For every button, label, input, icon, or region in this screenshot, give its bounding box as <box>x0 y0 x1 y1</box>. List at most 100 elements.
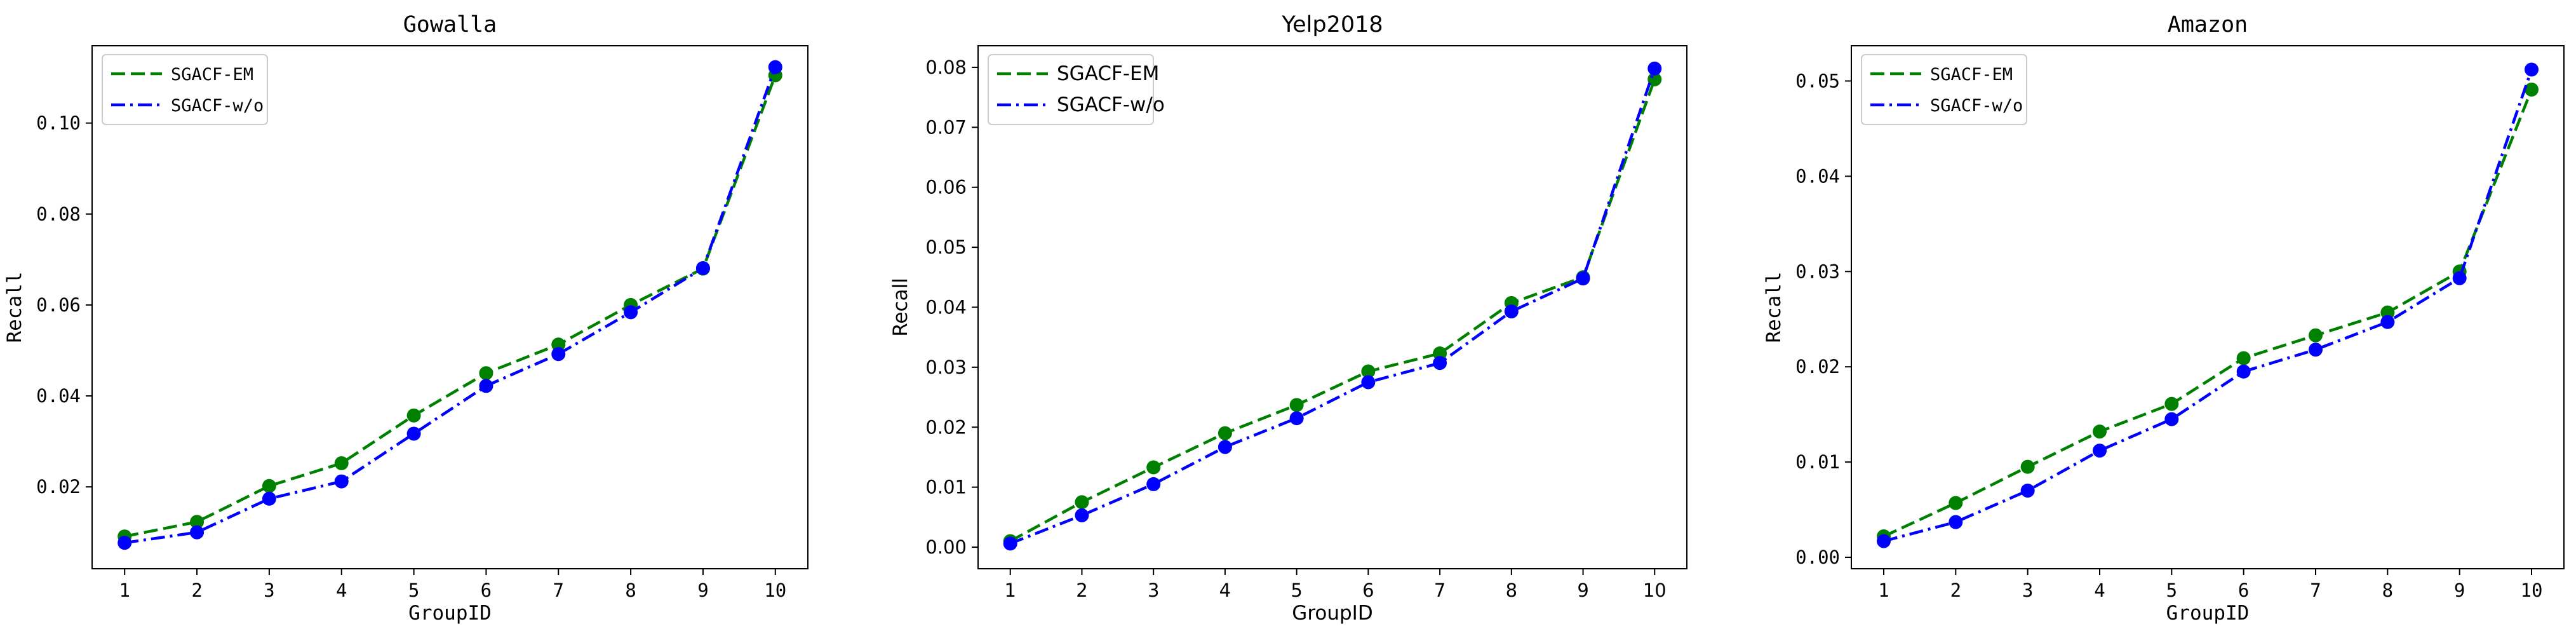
data-point <box>1146 477 1161 491</box>
x-tick-label: 4 <box>1219 580 1231 601</box>
y-tick-label: 0.02 <box>36 476 81 498</box>
legend-box <box>102 54 268 125</box>
data-point <box>768 60 782 74</box>
y-tick-label: 0.00 <box>1795 546 1840 568</box>
data-point <box>2093 444 2107 458</box>
legend-label: SGACF-EM <box>171 65 253 85</box>
data-point <box>190 515 205 529</box>
series-line <box>124 66 777 545</box>
x-tick-label: 2 <box>1076 580 1087 601</box>
y-axis-label: Recall <box>1762 272 1785 343</box>
x-tick-label: 4 <box>336 580 347 601</box>
series-sgacf-w-o <box>117 60 782 550</box>
series-sgacf-em <box>1877 82 2539 544</box>
data-point <box>1647 61 1662 76</box>
plot-frame <box>91 45 808 569</box>
data-point <box>406 426 421 441</box>
y-tick-label: 0.04 <box>1795 165 1840 187</box>
series-sgacf-em <box>117 68 782 544</box>
data-point <box>624 305 638 320</box>
chart-panel-3: Amazon 1 2 3 4 5 6 7 8 9 10 0.00 0.01 0.02 0.03 0.04 0.0… <box>1762 12 2565 625</box>
y-tick-label: 0.05 <box>925 236 967 258</box>
series-line <box>1009 68 1656 545</box>
x-axis-label: GroupID <box>408 602 492 625</box>
series-line <box>124 74 777 538</box>
series-line <box>1883 89 2533 538</box>
y-axis-label: Recall <box>3 272 26 343</box>
data-point <box>2525 62 2539 77</box>
y-tick-label: 0.01 <box>925 477 967 498</box>
y-tick-label: 0.00 <box>925 536 967 558</box>
x-tick-label: 6 <box>1362 580 1374 601</box>
data-point <box>1576 271 1590 286</box>
y-tick-label: 0.06 <box>36 294 81 316</box>
x-tick-label: 1 <box>1878 580 1889 601</box>
x-tick-label: 2 <box>1950 580 1961 601</box>
data-point <box>695 261 710 275</box>
data-point <box>2020 484 2035 498</box>
data-point <box>551 337 566 352</box>
data-point <box>1218 426 1232 440</box>
data-point <box>1433 356 1447 370</box>
data-point <box>2380 315 2395 329</box>
x-tick-label: 7 <box>553 580 564 601</box>
series-line <box>1009 79 1656 543</box>
x-tick-label: 5 <box>1291 580 1302 601</box>
x-tick-label: 5 <box>408 580 419 601</box>
data-point <box>2309 343 2323 357</box>
data-point <box>1361 375 1376 390</box>
legend: SGACF-EM SGACF-w/o <box>1861 54 2027 125</box>
legend: SGACF-EM SGACF-w/o <box>988 54 1165 125</box>
legend-label: SGACF-EM <box>1930 65 2013 85</box>
data-point <box>334 474 349 489</box>
y-tick-label: 0.07 <box>925 116 967 138</box>
y-tick-label: 0.03 <box>1795 261 1840 282</box>
y-axis-label: Recall <box>889 278 912 337</box>
x-tick-label: 2 <box>191 580 202 601</box>
x-tick-label: 10 <box>764 580 786 601</box>
x-tick-label: 5 <box>2166 580 2177 601</box>
legend-box <box>1861 54 2027 125</box>
chart-panel-1: Gowalla 1 2 3 4 5 6 7 8 9 10 0.02 0.04 0.06 0.08 0.10 Gr… <box>3 12 808 625</box>
x-tick-label: 10 <box>2521 580 2543 601</box>
data-point <box>1146 460 1161 475</box>
data-point <box>1361 364 1376 379</box>
x-tick-label: 9 <box>697 580 708 601</box>
x-tick-label: 7 <box>1434 580 1446 601</box>
x-tick-label: 3 <box>264 580 274 601</box>
data-point <box>1433 346 1447 361</box>
x-tick-label: 1 <box>1005 580 1016 601</box>
x-tick-label: 9 <box>2454 580 2465 601</box>
legend-label: SGACF-w/o <box>1057 93 1165 116</box>
data-point <box>1003 536 1017 551</box>
data-point <box>1949 496 1963 510</box>
data-point <box>2452 271 2467 285</box>
y-tick-label: 0.08 <box>36 203 81 225</box>
x-tick-label: 8 <box>625 580 636 601</box>
y-tick-label: 0.10 <box>36 112 81 134</box>
y-tick-label: 0.01 <box>1795 451 1840 473</box>
x-tick-label: 3 <box>1148 580 1159 601</box>
data-point <box>2164 412 2179 426</box>
x-tick-label: 6 <box>2238 580 2249 601</box>
data-point <box>262 478 276 493</box>
data-point <box>1289 398 1304 412</box>
data-point <box>190 525 205 540</box>
y-tick-label: 0.02 <box>925 416 967 438</box>
legend-label: SGACF-w/o <box>171 96 264 116</box>
data-point <box>1877 534 1891 548</box>
legend-label: SGACF-EM <box>1057 62 1159 85</box>
series-sgacf-w-o <box>1003 61 1662 551</box>
chart-panel-2: Yelp2018 1 2 3 4 5 6 7 8 9 10 0.00 0.01 0.02 0.03 0.04 0… <box>889 12 1687 625</box>
series-line <box>1883 69 2533 543</box>
data-point <box>334 456 349 470</box>
plot-frame <box>1851 45 2565 569</box>
chart-title: Gowalla <box>403 12 497 37</box>
y-tick-label: 0.06 <box>925 177 967 198</box>
chart-title: Yelp2018 <box>1281 12 1383 37</box>
x-tick-label: 9 <box>1577 580 1588 601</box>
y-tick-label: 0.04 <box>925 297 967 318</box>
data-point <box>2236 351 2251 365</box>
x-axis-label: GroupID <box>1292 602 1372 625</box>
